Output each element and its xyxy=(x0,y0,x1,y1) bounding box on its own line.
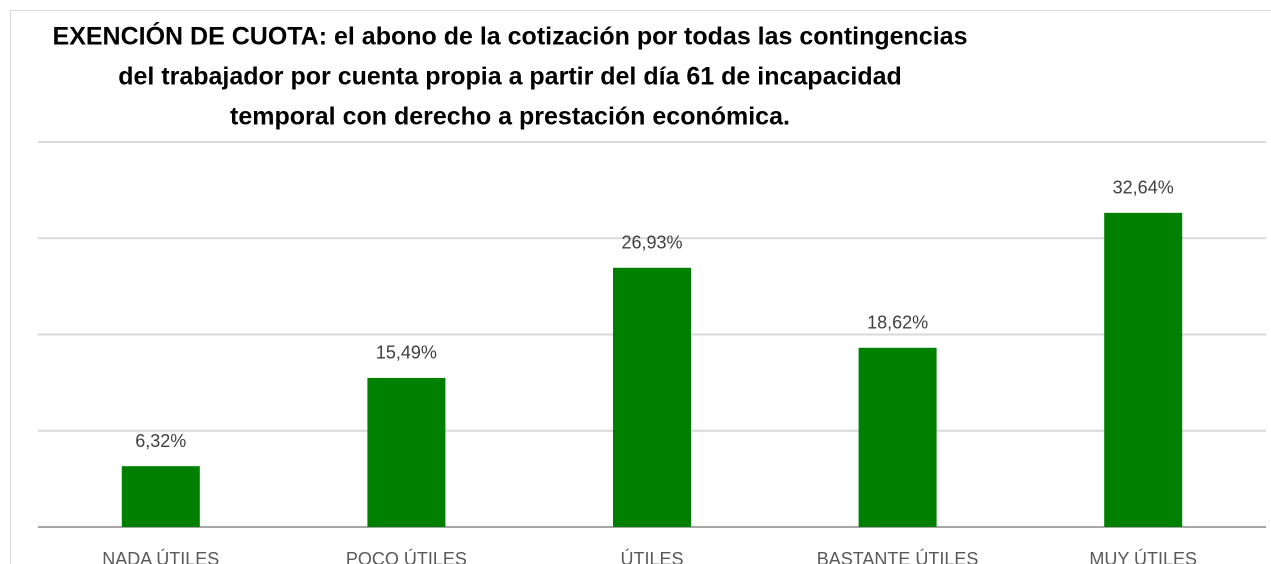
x-tick-label: MUY ÚTILES xyxy=(1089,548,1197,564)
x-tick-label: NADA ÚTILES xyxy=(102,548,219,564)
value-label: 32,64% xyxy=(1113,178,1174,198)
value-label: 15,49% xyxy=(376,343,437,363)
chart-title: del trabajador por cuenta propia a parti… xyxy=(118,63,902,91)
value-label: 6,32% xyxy=(135,431,186,451)
bar xyxy=(121,466,200,527)
x-tick-label: ÚTILES xyxy=(620,548,683,564)
chart-title: EXENCIÓN DE CUOTA: el abono de la cotiza… xyxy=(53,21,968,51)
chart-frame xyxy=(10,10,1271,564)
bar xyxy=(613,267,691,527)
bar xyxy=(367,377,446,527)
value-label: 18,62% xyxy=(867,313,928,333)
bar xyxy=(1104,212,1183,527)
value-label: 26,93% xyxy=(621,233,682,253)
x-tick-label: POCO ÚTILES xyxy=(346,548,467,564)
chart-title: temporal con derecho a prestación económ… xyxy=(230,103,790,131)
x-tick-label: BASTANTE ÚTILES xyxy=(817,548,979,564)
bar xyxy=(858,347,937,527)
